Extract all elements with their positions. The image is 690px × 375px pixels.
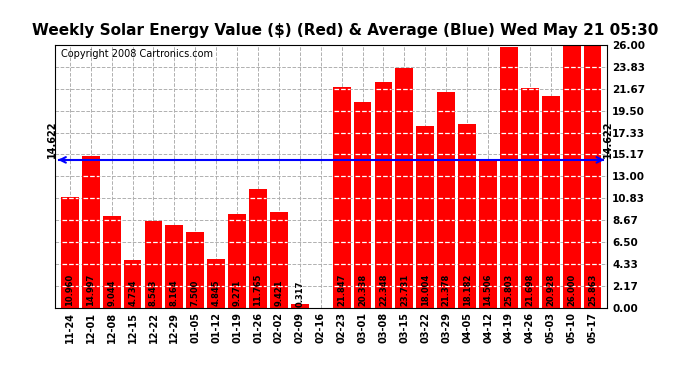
Bar xyxy=(458,124,476,308)
Text: Weekly Solar Energy Value ($) (Red) & Average (Blue) Wed May 21 05:30: Weekly Solar Energy Value ($) (Red) & Av… xyxy=(32,22,658,38)
Text: 20.928: 20.928 xyxy=(546,274,555,306)
Bar xyxy=(563,45,580,308)
Bar xyxy=(249,189,267,308)
Text: 14.997: 14.997 xyxy=(86,274,95,306)
Text: 4.734: 4.734 xyxy=(128,279,137,306)
Bar xyxy=(82,156,99,308)
Bar xyxy=(542,96,560,308)
Text: 22.348: 22.348 xyxy=(379,274,388,306)
Bar xyxy=(166,225,184,308)
Text: 10.960: 10.960 xyxy=(66,274,75,306)
Bar xyxy=(145,221,162,308)
Text: 4.845: 4.845 xyxy=(212,279,221,306)
Text: 26.000: 26.000 xyxy=(567,274,576,306)
Bar xyxy=(521,88,539,308)
Text: 8.164: 8.164 xyxy=(170,279,179,306)
Bar xyxy=(270,212,288,308)
Text: 25.803: 25.803 xyxy=(504,274,513,306)
Text: 25.863: 25.863 xyxy=(588,274,597,306)
Text: 7.500: 7.500 xyxy=(191,280,200,306)
Text: 18.004: 18.004 xyxy=(421,274,430,306)
Text: 14.622: 14.622 xyxy=(47,120,57,158)
Bar xyxy=(500,47,518,308)
Bar xyxy=(186,232,204,308)
Text: 9.044: 9.044 xyxy=(107,279,116,306)
Text: 14.622: 14.622 xyxy=(603,120,613,158)
Text: 23.731: 23.731 xyxy=(400,274,409,306)
Bar xyxy=(584,46,602,308)
Bar xyxy=(416,126,434,308)
Text: 21.847: 21.847 xyxy=(337,274,346,306)
Bar xyxy=(103,216,121,308)
Text: 11.765: 11.765 xyxy=(253,273,262,306)
Bar xyxy=(61,197,79,308)
Text: 20.338: 20.338 xyxy=(358,274,367,306)
Text: 21.698: 21.698 xyxy=(525,274,534,306)
Bar xyxy=(228,214,246,308)
Text: 9.421: 9.421 xyxy=(275,279,284,306)
Text: 8.543: 8.543 xyxy=(149,279,158,306)
Text: 0.317: 0.317 xyxy=(295,280,304,307)
Bar xyxy=(479,161,497,308)
Text: 14.506: 14.506 xyxy=(484,273,493,306)
Text: 9.271: 9.271 xyxy=(233,279,241,306)
Bar xyxy=(437,92,455,308)
Bar xyxy=(354,102,371,308)
Text: 18.182: 18.182 xyxy=(462,274,471,306)
Bar xyxy=(207,259,225,308)
Bar xyxy=(291,304,308,307)
Text: Copyright 2008 Cartronics.com: Copyright 2008 Cartronics.com xyxy=(61,49,213,59)
Text: 21.378: 21.378 xyxy=(442,274,451,306)
Bar xyxy=(124,260,141,308)
Bar xyxy=(375,82,393,308)
Bar xyxy=(395,68,413,308)
Bar xyxy=(333,87,351,308)
